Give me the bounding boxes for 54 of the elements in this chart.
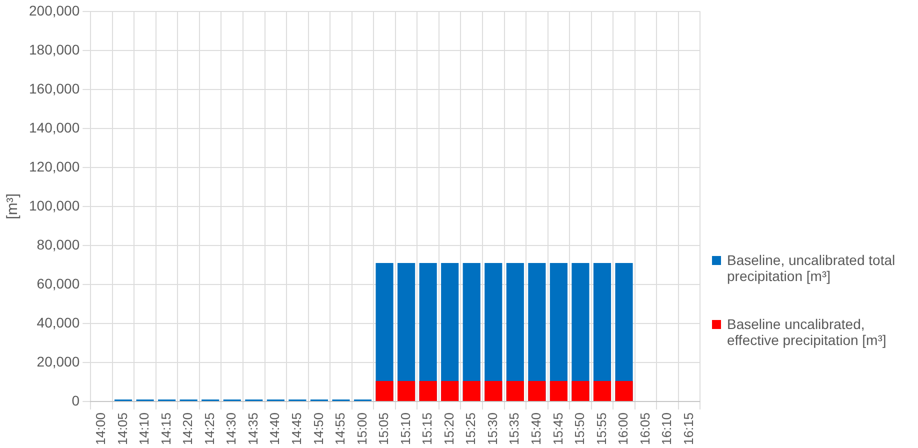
- x-tick-label: 15:40: [528, 412, 544, 446]
- bar: [572, 380, 590, 401]
- x-tick-label: 15:00: [354, 412, 370, 446]
- x-tick-label: 15:45: [550, 412, 566, 446]
- legend-label: Baseline uncalibrated, effective precipitation [m³]: [727, 316, 888, 348]
- y-axis-title: [m³]: [4, 194, 22, 220]
- x-tick-label: 15:10: [398, 412, 413, 446]
- bar: [506, 380, 524, 401]
- x-tick-label: 14:50: [310, 412, 326, 446]
- bar: [419, 380, 437, 401]
- x-tick-label: 14:20: [180, 412, 196, 446]
- x-tick-label: 15:15: [420, 412, 435, 446]
- bar: [550, 380, 568, 401]
- x-tick-label: 15:30: [484, 412, 500, 446]
- y-tick-label: 0: [72, 392, 80, 408]
- x-tick-label: 16:00: [616, 412, 631, 446]
- legend-label: Baseline, uncalibrated total precipitation [m³]: [727, 252, 896, 284]
- bar: [441, 380, 459, 401]
- bar: [376, 380, 394, 401]
- y-tick-label: 100,000: [28, 197, 80, 214]
- x-tick-label: 14:55: [332, 412, 348, 446]
- y-tick-label: 140,000: [28, 119, 80, 136]
- x-tick-label: 14:00: [93, 412, 108, 446]
- x-tick-label: 15:50: [572, 412, 588, 446]
- y-tick-label: 160,000: [28, 80, 80, 96]
- x-tick-label: 15:20: [441, 412, 456, 446]
- x-tick-label: 16:05: [637, 412, 652, 446]
- bar: [462, 380, 480, 401]
- x-tick-label: 14:45: [289, 412, 304, 446]
- x-tick-label: 15:25: [463, 412, 478, 446]
- y-tick-label: 80,000: [36, 236, 80, 252]
- x-tick-label: 14:35: [245, 412, 260, 446]
- x-tick-label: 14:30: [224, 412, 239, 446]
- x-tick-label: 16:10: [659, 412, 674, 446]
- x-tick-label: 14:15: [158, 412, 174, 446]
- y-tick-label: 40,000: [36, 314, 80, 330]
- bar: [593, 380, 612, 401]
- x-tick-label: 15:05: [376, 412, 392, 446]
- y-tick-label: 20,000: [36, 353, 80, 370]
- x-tick-label: 14:25: [202, 412, 217, 446]
- x-tick-label: 15:35: [506, 412, 522, 446]
- y-tick-label: 120,000: [28, 158, 80, 174]
- bar: [398, 380, 416, 401]
- x-tick-label: 16:15: [680, 412, 696, 446]
- x-tick-label: 14:40: [267, 412, 282, 446]
- x-tick-label: 15:55: [594, 412, 609, 446]
- y-tick-label: 180,000: [28, 41, 80, 58]
- bar: [528, 380, 546, 401]
- y-tick-label: 60,000: [36, 275, 80, 292]
- bar: [484, 380, 502, 401]
- x-tick-label: 14:05: [114, 412, 130, 446]
- y-tick-label: 200,000: [28, 2, 80, 18]
- bar: [615, 380, 633, 401]
- x-tick-label: 14:10: [136, 412, 152, 446]
